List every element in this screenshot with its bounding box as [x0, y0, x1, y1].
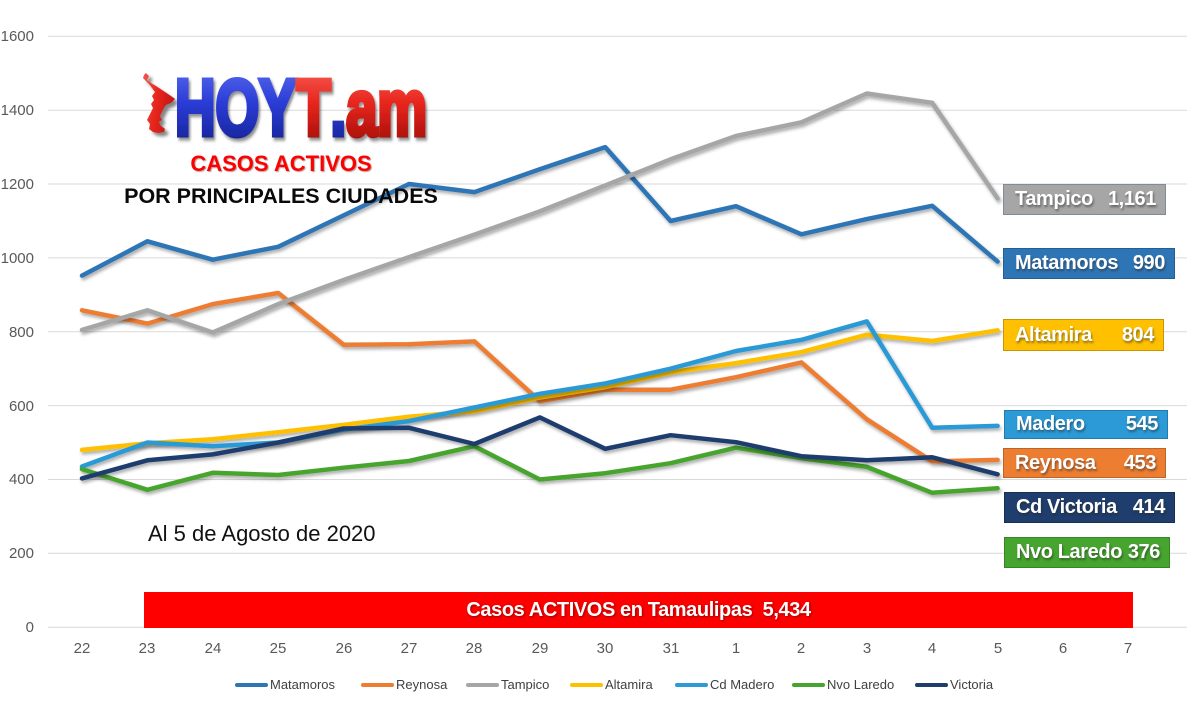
svg-text:HOYT.am: HOYT.am: [175, 62, 427, 152]
